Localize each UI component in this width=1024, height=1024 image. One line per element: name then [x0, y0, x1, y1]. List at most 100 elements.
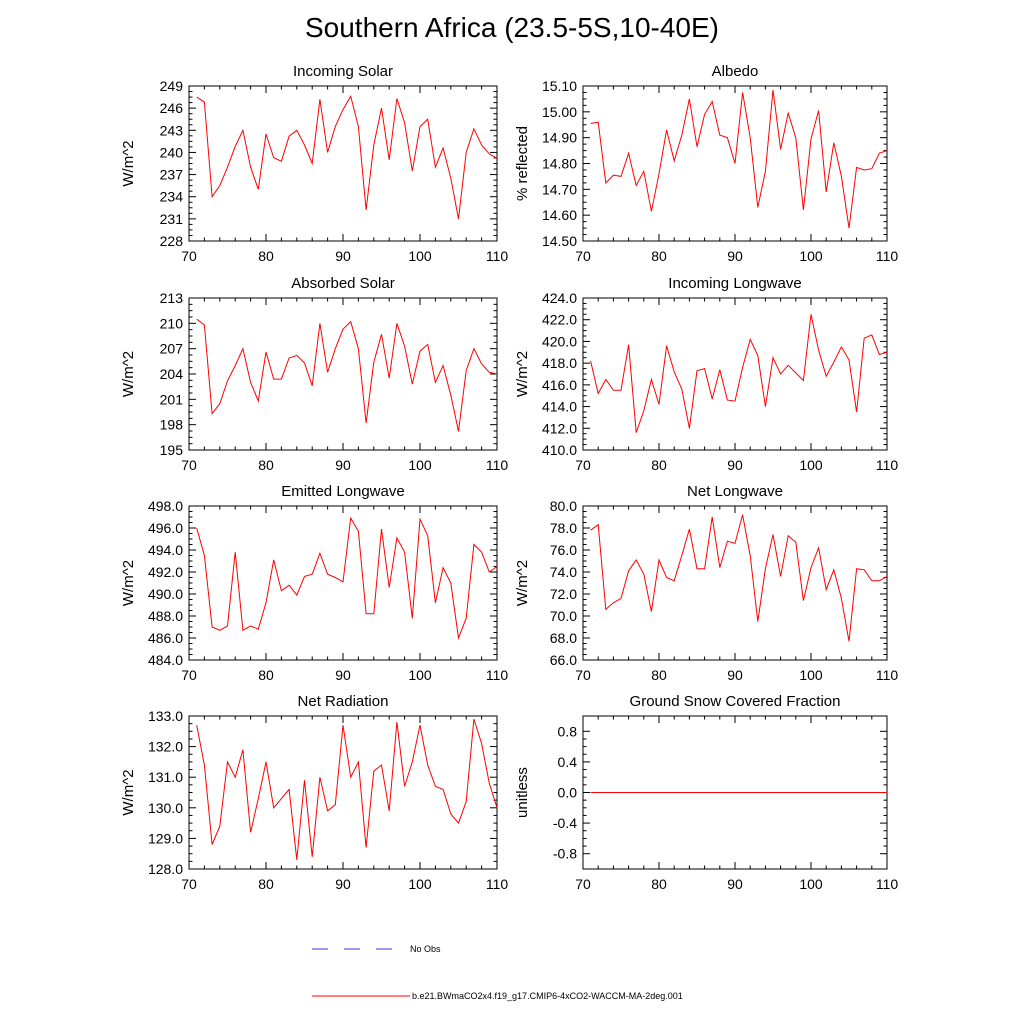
series-line [590, 89, 888, 229]
x-tick-label: 70 [575, 667, 591, 683]
x-tick-label: 110 [876, 667, 899, 683]
y-tick-label: -0.4 [553, 815, 577, 831]
panel-title: Incoming Solar [293, 63, 393, 80]
panel-title: Ground Snow Covered Fraction [630, 693, 841, 710]
x-tick-label: 100 [408, 667, 432, 683]
x-tick-label: 90 [727, 876, 743, 892]
x-tick-label: 70 [575, 876, 591, 892]
series-line [196, 94, 498, 219]
plot-frame [188, 297, 498, 451]
series-line [196, 718, 498, 860]
x-tick-label: 80 [258, 667, 274, 683]
y-tick-label: 492.0 [148, 564, 183, 580]
x-tick-label: 70 [181, 248, 197, 264]
x-tick-label: 100 [408, 876, 432, 892]
x-tick-label: 80 [651, 667, 667, 683]
y-tick-label: 0.8 [558, 723, 578, 739]
y-tick-label: 0.4 [558, 754, 578, 770]
plot-frame [582, 505, 888, 661]
y-axis-label: unitless [514, 767, 531, 818]
y-tick-label: -0.8 [553, 846, 577, 862]
x-tick-label: 100 [408, 457, 432, 473]
y-tick-label: 76.0 [550, 542, 577, 558]
y-tick-label: 78.0 [550, 520, 577, 536]
y-tick-label: 210 [160, 315, 184, 331]
x-tick-label: 80 [651, 876, 667, 892]
y-axis-label: W/m^2 [514, 560, 531, 606]
x-tick-label: 80 [258, 876, 274, 892]
x-tick-label: 100 [799, 667, 823, 683]
y-tick-label: 249 [160, 78, 184, 94]
x-tick-label: 70 [575, 457, 591, 473]
plot-frame [582, 297, 888, 451]
x-tick-label: 100 [799, 876, 823, 892]
x-tick-label: 100 [408, 248, 432, 264]
x-tick-label: 80 [651, 248, 667, 264]
y-tick-label: 14.60 [542, 207, 577, 223]
x-tick-label: 70 [181, 667, 197, 683]
y-tick-label: 240 [160, 144, 184, 160]
x-tick-label: 90 [335, 876, 351, 892]
y-tick-label: 484.0 [148, 652, 183, 668]
y-tick-label: 204 [160, 366, 184, 382]
y-tick-label: 213 [160, 290, 184, 306]
panel-2: 70 80 90 100 110 195 198 201 204 207 210 213 Absorbe… [120, 275, 508, 473]
x-tick-label: 90 [335, 248, 351, 264]
y-axis-label: W/m^2 [120, 140, 137, 186]
y-tick-label: 418.0 [542, 355, 577, 371]
legend-label-model: b.e21.BWmaCO2x4.f19_g17.CMIP6-4xCO2-WACC… [412, 991, 683, 1001]
panel-4: 70 80 90 100 110 484.0 486.0 488.0 490.0 492.0 494… [120, 483, 508, 683]
y-tick-label: 231 [160, 211, 184, 227]
panel-7: 70 80 90 100 110 -0.8 -0.4 0.0 0.4 0.8 Ground Snow… [514, 693, 898, 892]
y-axis-label: W/m^2 [514, 351, 531, 397]
y-tick-label: 228 [160, 233, 184, 249]
x-tick-label: 90 [727, 457, 743, 473]
x-tick-label: 110 [486, 876, 509, 892]
y-axis-label: W/m^2 [120, 560, 137, 606]
y-tick-label: 490.0 [148, 586, 183, 602]
x-tick-label: 110 [486, 457, 509, 473]
series-line [196, 318, 498, 432]
y-tick-label: 68.0 [550, 630, 577, 646]
y-tick-label: 15.10 [542, 78, 577, 94]
x-tick-label: 90 [727, 667, 743, 683]
y-tick-label: 416.0 [542, 377, 577, 393]
x-tick-label: 80 [258, 457, 274, 473]
y-tick-label: 486.0 [148, 630, 183, 646]
plot-frame [188, 715, 498, 870]
x-tick-label: 100 [799, 457, 823, 473]
page-title: Southern Africa (23.5-5S,10-40E) [304, 12, 719, 43]
y-tick-label: 496.0 [148, 520, 183, 536]
legend-label-obs: No Obs [410, 944, 441, 954]
y-tick-label: 414.0 [542, 399, 577, 415]
y-tick-label: 66.0 [550, 652, 577, 668]
y-tick-label: 207 [160, 341, 184, 357]
panel-title: Net Radiation [298, 693, 389, 710]
y-tick-label: 422.0 [542, 312, 577, 328]
x-tick-label: 70 [181, 457, 197, 473]
y-tick-label: 14.70 [542, 181, 577, 197]
x-tick-label: 70 [575, 248, 591, 264]
y-tick-label: 74.0 [550, 564, 577, 580]
panel-6: 70 80 90 100 110 128.0 129.0 130.0 131.0 132.0 133… [120, 693, 508, 892]
y-tick-label: 420.0 [542, 333, 577, 349]
x-tick-label: 80 [258, 248, 274, 264]
y-tick-label: 0.0 [558, 785, 578, 801]
panel-3: 70 80 90 100 110 410.0 412.0 414.0 416.0 418.0 420… [514, 275, 898, 473]
y-tick-label: 133.0 [148, 708, 183, 724]
panel-1: 70 80 90 100 110 14.50 14.60 14.70 14.80 14.90 15.… [514, 63, 898, 264]
x-tick-label: 110 [486, 667, 509, 683]
y-tick-label: 246 [160, 100, 184, 116]
y-tick-label: 488.0 [148, 608, 183, 624]
panel-title: Emitted Longwave [281, 483, 404, 500]
x-tick-label: 110 [876, 876, 899, 892]
y-tick-label: 424.0 [542, 290, 577, 306]
panel-5: 70 80 90 100 110 66.0 68.0 70.0 72.0 74.0 76.0 78.0… [514, 483, 898, 683]
y-tick-label: 237 [160, 167, 184, 183]
y-tick-label: 410.0 [542, 442, 577, 458]
y-tick-label: 130.0 [148, 800, 183, 816]
y-tick-label: 132.0 [148, 739, 183, 755]
y-tick-label: 14.80 [542, 156, 577, 172]
x-tick-label: 110 [486, 248, 509, 264]
y-tick-label: 14.50 [542, 233, 577, 249]
